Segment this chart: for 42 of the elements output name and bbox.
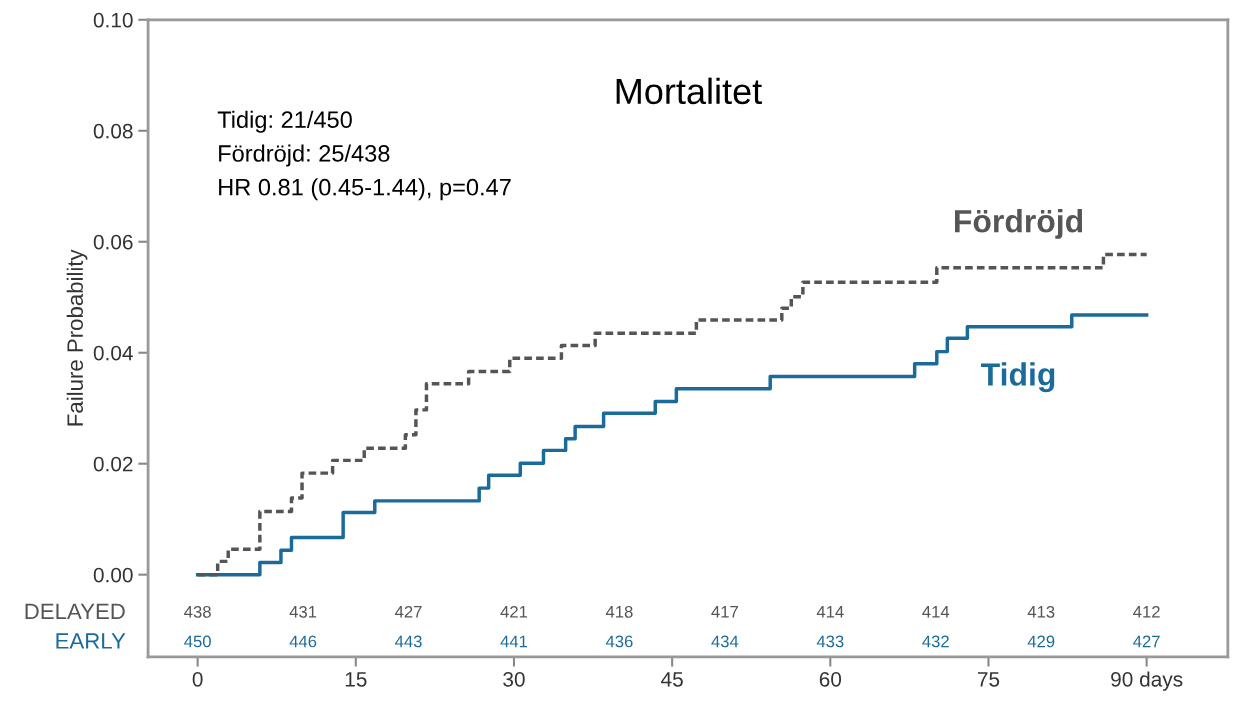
y-tick-label: 0.00: [93, 567, 133, 583]
text: DELAYED: [25, 603, 125, 620]
y-tick-label: 0.02: [93, 456, 133, 472]
series-label: Tidig: [981, 362, 1055, 393]
x-tick-label: 30: [503, 671, 525, 687]
annotation: Tidig: 21/450: [217, 110, 352, 133]
x-tick-label: 15: [345, 672, 367, 687]
annotation: 427: [1133, 635, 1160, 648]
series-label: Fördröjd: [955, 209, 1083, 239]
y-tick-label: 0.04: [93, 345, 133, 361]
annotation: 438: [184, 605, 211, 618]
annotation: 432: [922, 635, 949, 648]
annotation: 433: [816, 635, 844, 648]
annotation: 421: [500, 605, 528, 618]
annotation: 431: [289, 605, 317, 618]
y-tick-label: 0.08: [93, 123, 133, 139]
x-tick-label: 90 days: [1111, 671, 1183, 691]
annotation: 436: [605, 635, 633, 648]
x-tick-label: 0: [192, 671, 203, 687]
annotation: 441: [500, 635, 528, 648]
annotation: 414: [816, 606, 844, 618]
annotation: 412: [1133, 605, 1160, 618]
annotation: 446: [289, 635, 317, 648]
annotation: 417: [711, 606, 738, 618]
annotation: 434: [711, 635, 739, 648]
y-tick-label: 0.06: [93, 234, 133, 250]
annotation: Fördröjd: 25/438: [219, 144, 390, 167]
annotation: 443: [395, 635, 422, 648]
text: EARLY: [56, 633, 126, 649]
y-axis-title: Failure Probability: [66, 249, 88, 426]
annotation: HR 0.81 (0.45-1.44), p=0.47: [219, 178, 511, 201]
annotation: 427: [395, 605, 422, 618]
y-tick-label: 0.10: [93, 12, 133, 28]
x-tick-label: 45: [661, 672, 683, 687]
annotation: 450: [184, 635, 211, 648]
x-tick-label: 60: [819, 671, 842, 687]
text: Mortalitet: [616, 77, 762, 105]
annotation: 413: [1027, 605, 1055, 618]
annotation: 418: [605, 605, 633, 618]
annotation: 414: [922, 606, 950, 618]
annotation: 429: [1027, 635, 1055, 648]
x-tick-label: 75: [977, 672, 1000, 687]
